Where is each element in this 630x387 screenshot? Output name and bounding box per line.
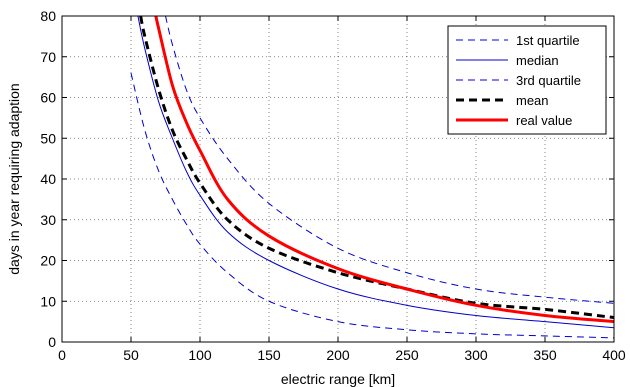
series-line-median: [137, 16, 614, 329]
y-tick-label: 50: [40, 130, 56, 146]
x-axis-label: electric range [km]: [281, 371, 395, 387]
x-tick-label: 0: [58, 347, 66, 363]
legend-label: 1st quartile: [516, 33, 580, 48]
y-tick-label: 60: [40, 90, 56, 106]
x-tick-label: 300: [464, 347, 488, 363]
x-tick-label: 400: [602, 347, 626, 363]
legend-label: real value: [516, 113, 572, 128]
legend-label: mean: [516, 93, 549, 108]
x-tick-label: 250: [395, 347, 419, 363]
y-tick-label: 30: [40, 212, 56, 228]
legend-label: 3rd quartile: [516, 73, 581, 88]
legend: 1st quartile median 3rd quartile mean real v…: [447, 25, 607, 135]
tick-layer: 0 50 100 150 200 250 300 350 400 0 10 20 30 40 50 60 70 8…: [40, 8, 625, 363]
x-tick-label: 150: [257, 347, 281, 363]
x-tick-label: 50: [123, 347, 139, 363]
y-tick-label: 0: [48, 334, 56, 350]
legend-label: median: [516, 53, 559, 68]
grid: [62, 16, 614, 342]
y-tick-label: 10: [40, 293, 56, 309]
y-tick-label: 20: [40, 253, 56, 269]
x-tick-label: 100: [188, 347, 212, 363]
series-line-3rd-quartile: [165, 16, 614, 304]
y-axis-label: days in year requiring adaption: [6, 83, 22, 274]
y-tick-label: 70: [40, 49, 56, 65]
y-tick-label: 80: [40, 8, 56, 24]
series-line-real-value: [154, 16, 614, 324]
x-tick-label: 350: [533, 347, 557, 363]
series-line-1st-quartile: [130, 72, 614, 339]
y-tick-label: 40: [40, 171, 56, 187]
series-layer: [130, 16, 614, 339]
x-tick-label: 200: [326, 347, 350, 363]
